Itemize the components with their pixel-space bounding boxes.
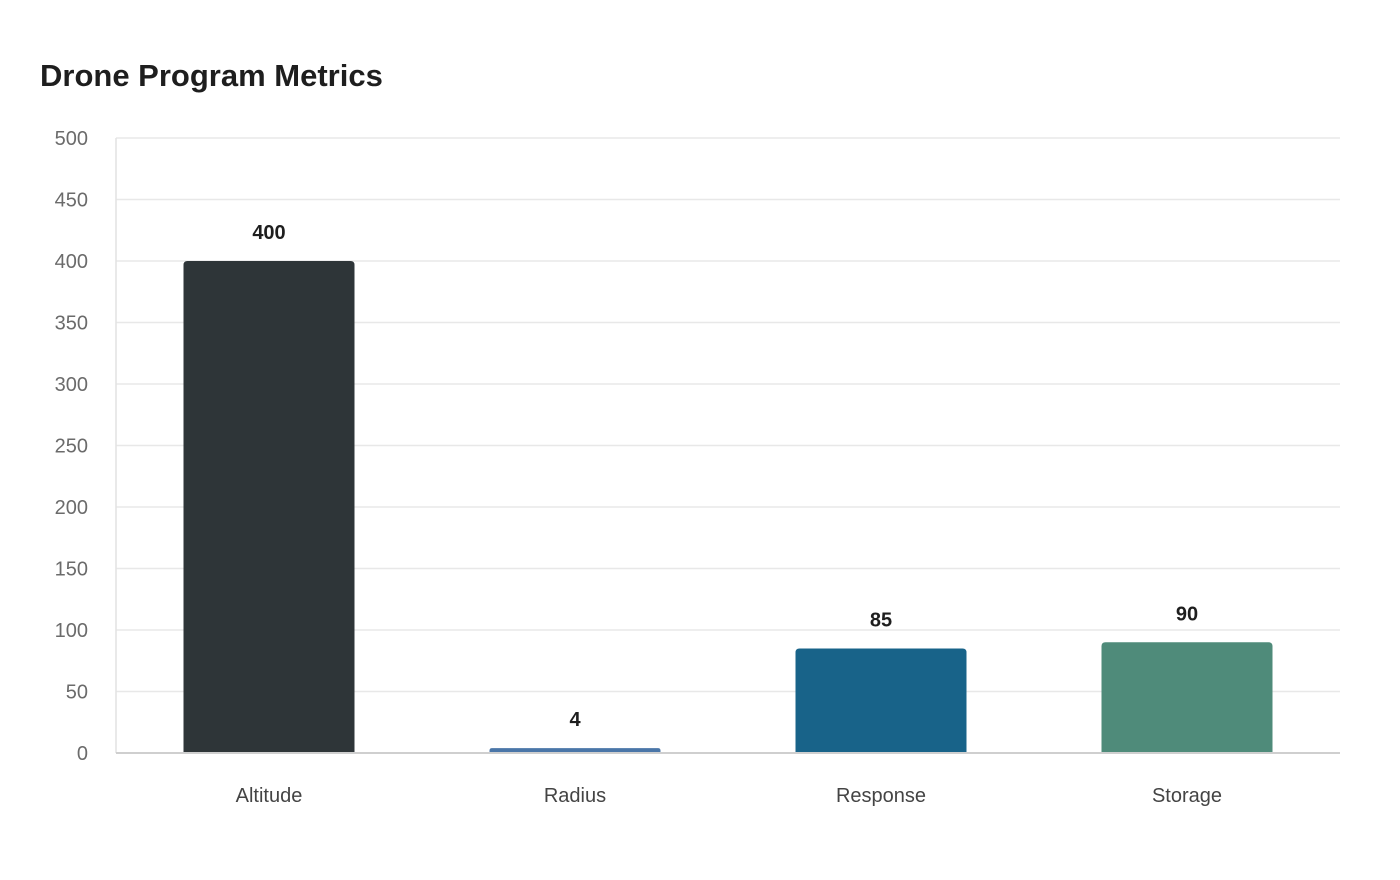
y-tick-label: 500 (55, 128, 88, 150)
y-tick-label: 200 (55, 497, 88, 519)
data-label: 400 (252, 222, 285, 244)
y-tick-label: 450 (55, 190, 88, 212)
x-tick-label: Radius (544, 785, 606, 807)
bar-radius (489, 748, 661, 753)
y-tick-label: 100 (55, 620, 88, 642)
x-tick-label: Altitude (236, 785, 303, 807)
x-tick-label: Response (836, 785, 926, 807)
y-tick-label: 350 (55, 313, 88, 335)
chart-title: Drone Program Metrics (40, 58, 383, 93)
y-tick-label: 0 (77, 743, 88, 765)
data-label: 4 (569, 709, 581, 731)
bar-storage (1101, 642, 1273, 753)
bar-altitude (183, 261, 355, 753)
bar-response (795, 648, 967, 753)
y-tick-label: 400 (55, 251, 88, 273)
x-tick-label: Storage (1152, 785, 1222, 807)
y-tick-label: 300 (55, 374, 88, 396)
y-tick-label: 50 (66, 682, 88, 704)
data-label: 85 (870, 609, 892, 631)
data-label: 90 (1176, 603, 1198, 625)
y-tick-label: 250 (55, 436, 88, 458)
y-tick-label: 150 (55, 559, 88, 581)
